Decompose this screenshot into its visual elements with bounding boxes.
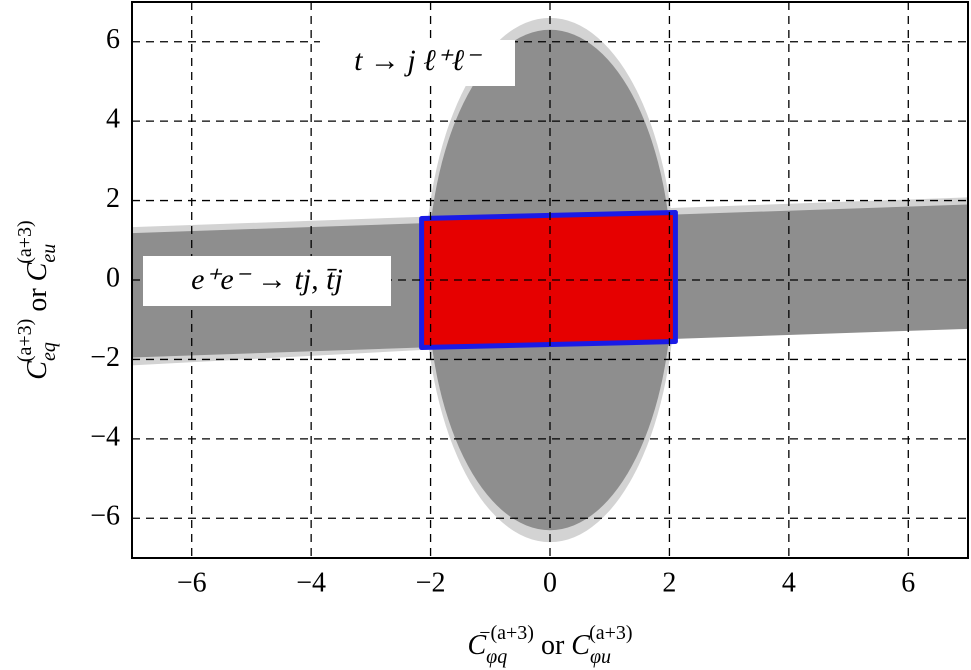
region-polygon bbox=[419, 209, 678, 351]
annotation-box bbox=[320, 40, 515, 86]
y-tick-label: −2 bbox=[90, 342, 120, 373]
plot-frame bbox=[131, 1, 969, 559]
x-tick-label: −2 bbox=[416, 567, 446, 598]
y-tick-label: 2 bbox=[106, 183, 120, 214]
x-axis-label: Cφq−(a+3) or Cφu(a+3) bbox=[467, 622, 632, 668]
y-tick-label: 6 bbox=[106, 24, 120, 55]
x-tick-label: 2 bbox=[662, 567, 676, 598]
x-tick-label: 4 bbox=[782, 567, 796, 598]
x-tick-label: 6 bbox=[901, 567, 915, 598]
x-tick-label: −4 bbox=[296, 567, 326, 598]
x-tick-label: 0 bbox=[543, 567, 557, 598]
x-tick-label: −6 bbox=[177, 567, 207, 598]
y-tick-label: −4 bbox=[90, 421, 120, 452]
annotation-box bbox=[143, 256, 391, 306]
annotation: e⁺e⁻ → tj, t̄j bbox=[191, 263, 343, 296]
y-axis-label: Ceq(a+3) or Ceu(a+3) bbox=[14, 220, 60, 379]
y-tick-label: 0 bbox=[106, 262, 120, 293]
annotation: t → j ℓ⁺ℓ⁻ bbox=[354, 44, 482, 77]
y-tick-label: 4 bbox=[106, 104, 120, 135]
y-tick-label: −6 bbox=[90, 501, 120, 532]
